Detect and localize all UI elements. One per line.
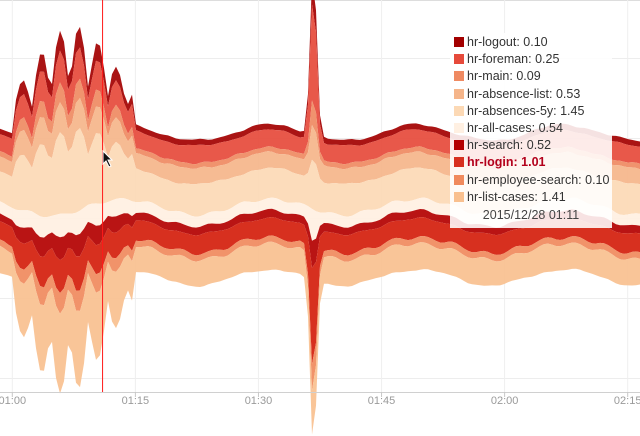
legend-label: hr-search (467, 138, 520, 153)
legend-label: hr-absence-list (467, 86, 549, 101)
legend-value: 0.10 (585, 172, 610, 187)
legend-value: 1.41 (541, 189, 566, 204)
mouse-pointer-icon (102, 150, 113, 168)
legend-value: 1.01 (521, 155, 546, 170)
legend-separator: : (513, 155, 522, 170)
legend-label: hr-foreman (467, 52, 529, 67)
stream-layer-hr-all-cases[interactable] (0, 197, 640, 241)
legend-item-hr-logout[interactable]: hr-logout: 0.10 (450, 34, 612, 51)
legend-value: 0.52 (526, 138, 552, 153)
stream-layer-hr-list-cases[interactable] (0, 241, 640, 435)
legend-separator: : (534, 189, 542, 204)
legend-swatch (454, 105, 464, 116)
legend-swatch (454, 71, 464, 82)
legend-separator: : (578, 172, 586, 187)
legend-swatch (454, 122, 464, 133)
legend-separator: : (516, 35, 524, 49)
stream-layer-hr-login[interactable] (0, 217, 640, 364)
x-tick-label: 01:45 (368, 395, 396, 407)
x-tick-label: 01:00 (0, 395, 26, 407)
legend-swatch (454, 54, 464, 65)
x-tick-label: 01:30 (245, 395, 273, 407)
legend-item-hr-login[interactable]: hr-login: 1.01 (450, 154, 612, 171)
legend-value: 0.53 (555, 86, 581, 101)
legend-separator: : (553, 103, 561, 118)
legend-separator: : (519, 138, 527, 153)
legend-swatch (454, 174, 464, 185)
legend-swatch (454, 157, 464, 168)
legend: hr-logout: 0.10 hr-foreman: 0.25 hr-main: … (450, 33, 612, 228)
legend-item-hr-main[interactable]: hr-main: 0.09 (450, 68, 612, 85)
legend-item-hr-search[interactable]: hr-search: 0.52 (450, 137, 612, 154)
legend-label: hr-logout (467, 35, 517, 49)
legend-separator: : (509, 69, 517, 84)
legend-label: hr-absences-5y (467, 103, 554, 118)
legend-swatch (454, 88, 464, 99)
legend-swatch (454, 191, 464, 202)
x-tick-label: 02:15 (614, 395, 640, 407)
legend-value: 0.09 (516, 69, 541, 84)
legend-label: hr-all-cases (467, 120, 532, 135)
legend-item-hr-employee-search[interactable]: hr-employee-search: 0.10 (450, 172, 612, 189)
legend-value: 1.45 (560, 103, 585, 118)
legend-swatch (454, 140, 464, 151)
legend-item-hr-absence-list[interactable]: hr-absence-list: 0.53 (450, 86, 612, 103)
stream-layer-hr-employee-search[interactable] (0, 235, 640, 391)
legend-timestamp: 2015/12/28 01:11 (482, 207, 580, 222)
x-axis-ticks: 01:00 01:15 01:30 01:45 02:00 02:15 (0, 392, 640, 407)
legend-value: 0.10 (523, 35, 548, 49)
legend-label: hr-employee-search (467, 172, 579, 187)
x-tick-label: 02:00 (491, 395, 519, 407)
legend-swatch (454, 37, 464, 47)
legend-label: hr-list-cases (467, 189, 535, 204)
legend-label: hr-login (467, 155, 514, 170)
legend-item-hr-all-cases[interactable]: hr-all-cases: 0.54 (450, 120, 612, 137)
legend-value: 0.25 (535, 52, 560, 67)
stream-layer-hr-absence-list[interactable] (0, 98, 640, 185)
legend-item-hr-list-cases[interactable]: hr-list-cases: 1.41 (450, 189, 612, 206)
legend-separator: : (528, 52, 536, 67)
stream-layer-hr-search[interactable] (0, 208, 640, 268)
x-tick-label: 01:15 (122, 395, 150, 407)
legend-separator: : (531, 120, 539, 135)
legend-value: 0.54 (538, 120, 563, 135)
legend-item-hr-foreman[interactable]: hr-foreman: 0.25 (450, 51, 612, 68)
legend-item-hr-absences-5y[interactable]: hr-absences-5y: 1.45 (450, 103, 612, 120)
legend-separator: : (548, 86, 556, 101)
legend-label: hr-main (467, 69, 510, 84)
